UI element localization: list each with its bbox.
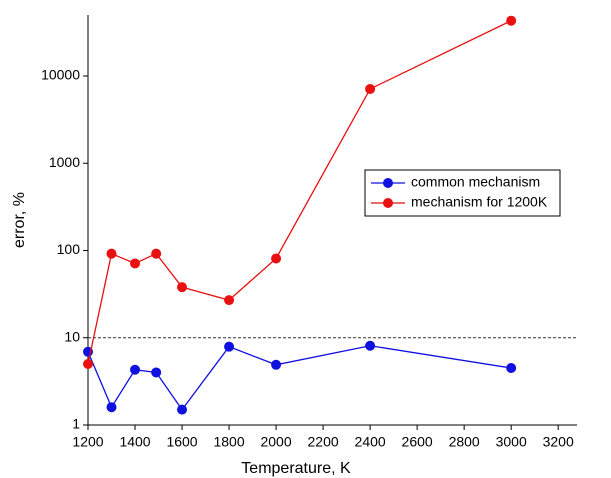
legend-box: [364, 169, 561, 217]
data-point: [506, 363, 517, 374]
y-tick-label: 1: [72, 416, 80, 432]
x-tick-label: 1400: [119, 434, 150, 450]
data-point: [224, 295, 235, 306]
legend-label: common mechanism: [411, 174, 540, 190]
data-point: [177, 404, 188, 415]
y-tick-label: 10000: [41, 67, 80, 83]
data-point: [130, 364, 141, 375]
data-point: [151, 248, 162, 259]
data-point: [365, 83, 376, 94]
legend-marker: [383, 178, 393, 188]
y-tick-label: 10: [64, 328, 80, 344]
series-line: [87, 345, 512, 411]
data-point: [151, 367, 162, 378]
data-point: [106, 402, 117, 413]
y-tick-label: 1000: [49, 154, 80, 170]
data-point: [365, 340, 376, 351]
x-tick-label: 1800: [213, 434, 244, 450]
legend-label: mechanism for 1200K: [411, 194, 548, 210]
data-point: [506, 15, 517, 26]
data-point: [83, 359, 93, 370]
x-tick-label: 3000: [496, 434, 527, 450]
data-point: [271, 359, 282, 370]
x-tick-label: 3200: [543, 434, 574, 450]
x-tick-label: 2000: [260, 434, 291, 450]
data-point: [224, 341, 235, 352]
legend-marker: [383, 198, 393, 208]
x-tick-label: 2400: [355, 434, 386, 450]
y-tick-label: 100: [57, 241, 81, 257]
x-tick-label: 2200: [308, 434, 339, 450]
data-point: [106, 248, 117, 259]
data-point: [177, 282, 188, 293]
x-axis-title: Temperature, K: [241, 460, 351, 477]
x-tick-label: 2800: [449, 434, 480, 450]
x-tick-label: 2600: [402, 434, 433, 450]
x-tick-label: 1600: [166, 434, 197, 450]
y-axis-title: error, %: [11, 192, 28, 248]
data-point: [271, 253, 282, 264]
data-point: [130, 258, 141, 269]
x-tick-label: 1200: [72, 434, 103, 450]
